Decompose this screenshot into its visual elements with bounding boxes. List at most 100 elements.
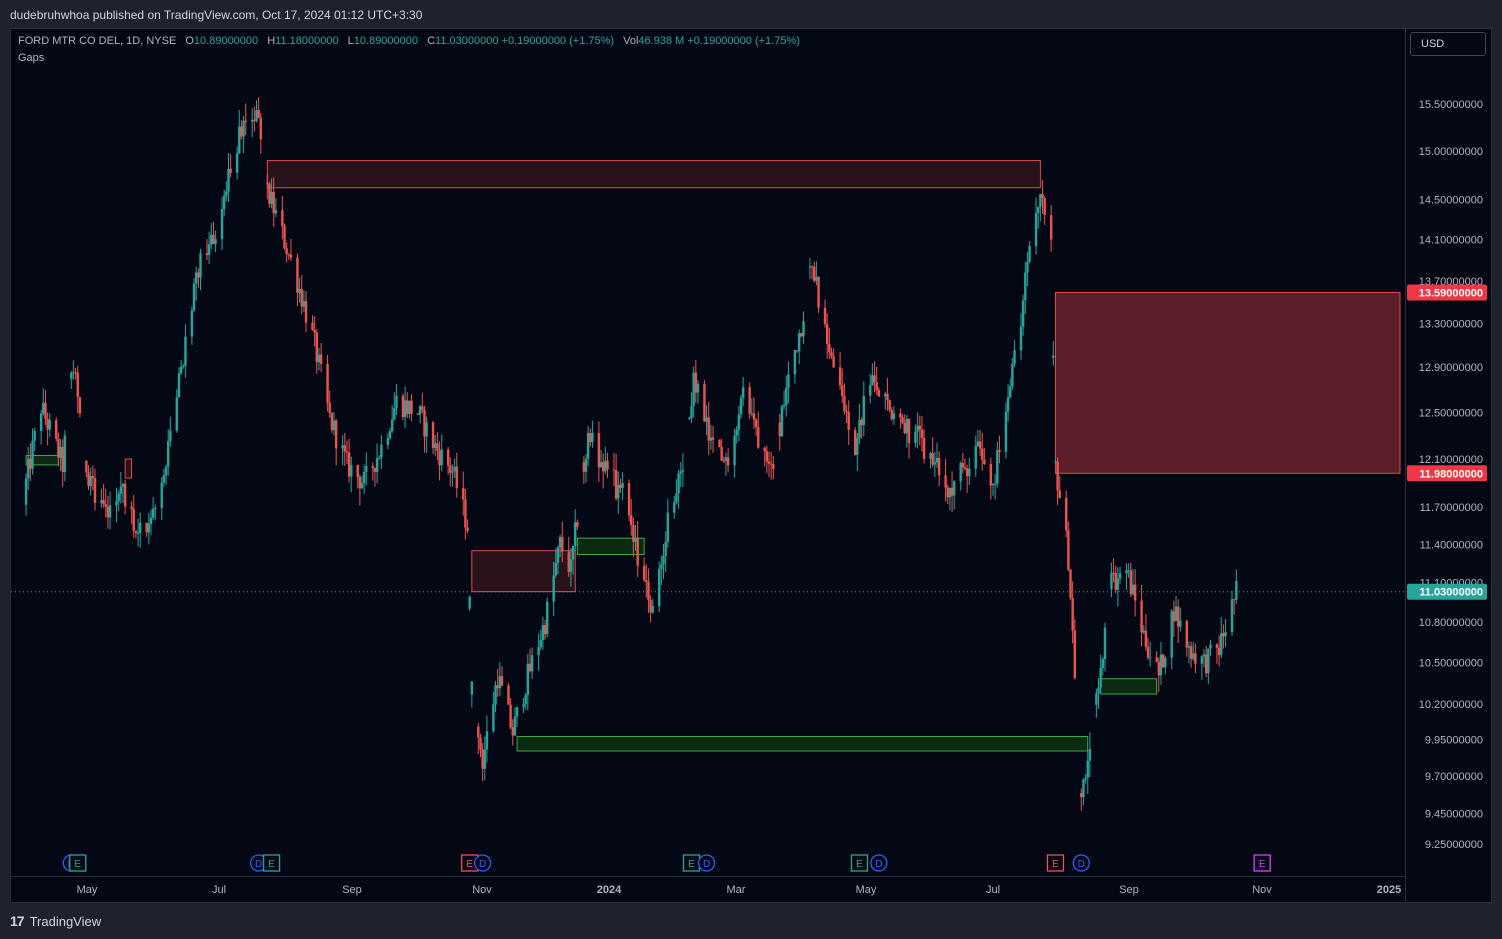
dividend-marker[interactable]: [473, 854, 492, 872]
candle-body: [1065, 498, 1068, 531]
candle-body: [1215, 644, 1219, 648]
candle-body: [207, 244, 211, 255]
price-tick-label: 10.20000000: [1419, 699, 1483, 711]
candle-body: [1194, 653, 1197, 664]
time-tick-label: Sep: [342, 884, 362, 896]
last-price-label: 11.03000000: [1419, 587, 1483, 599]
candle-body: [154, 508, 157, 510]
candle-body: [48, 420, 51, 430]
candle-body: [162, 475, 166, 483]
gap-box-up: [1100, 678, 1158, 695]
candle-body: [1133, 584, 1137, 601]
candle-body: [1069, 569, 1072, 598]
candle-body: [270, 191, 273, 204]
earnings-marker[interactable]: [1253, 854, 1271, 872]
candle-body: [238, 126, 241, 154]
time-tick-label: Mar: [727, 884, 746, 896]
earnings-marker-label: E: [1259, 859, 1266, 870]
candle-body: [479, 737, 482, 750]
candle-body: [692, 372, 695, 406]
candle-body: [983, 459, 986, 464]
earnings-marker[interactable]: [262, 854, 281, 872]
candle-body: [1054, 461, 1057, 463]
candle-body: [477, 726, 480, 738]
dividend-marker[interactable]: [1072, 854, 1090, 872]
candle-body: [748, 387, 751, 414]
indicator-legend[interactable]: Gaps: [18, 52, 45, 64]
candle-body: [1067, 530, 1070, 570]
candle-body: [1157, 661, 1161, 676]
candle-body: [569, 559, 573, 572]
candle-body: [179, 366, 183, 374]
candle-body: [182, 365, 185, 367]
candle-body: [673, 502, 676, 513]
gap-level-label: 13.59000000: [1419, 288, 1483, 300]
candle-body: [74, 372, 77, 374]
candle-body: [856, 438, 859, 455]
candle-body: [229, 168, 232, 173]
candle-body: [76, 372, 79, 398]
price-tick-label: 10.80000000: [1419, 617, 1483, 629]
candle-body: [847, 411, 850, 431]
dividend-marker-label: D: [1078, 859, 1085, 870]
candle-body: [177, 373, 181, 398]
candle-body: [765, 451, 769, 462]
candle-body: [1056, 461, 1059, 491]
candle-body: [1185, 620, 1189, 648]
last-price-badge: [1407, 583, 1487, 600]
candle-body: [1034, 212, 1038, 246]
plot-area[interactable]: [11, 97, 1404, 811]
candle-body: [1071, 597, 1074, 631]
candle-body: [567, 551, 570, 572]
candle-body: [59, 446, 62, 458]
candle-body: [944, 475, 947, 488]
currency-button[interactable]: USD: [1410, 32, 1486, 56]
candle-body: [468, 596, 471, 609]
candle-body: [72, 372, 75, 374]
gap-box-down: [1054, 292, 1401, 474]
gap-level-label: 11.98000000: [1419, 468, 1483, 480]
candle-body: [24, 478, 28, 505]
candle-body: [253, 119, 256, 122]
candle-body: [1024, 272, 1027, 301]
dividend-marker[interactable]: [870, 854, 888, 872]
candle-body: [571, 546, 575, 560]
candle-body: [662, 555, 665, 565]
candle-body: [642, 565, 646, 580]
candle-body: [552, 575, 555, 602]
dividend-marker[interactable]: [697, 854, 716, 872]
candle-body: [582, 462, 586, 472]
candle-body: [1009, 386, 1012, 398]
candle-body: [205, 253, 209, 255]
price-tick-label: 10.50000000: [1419, 657, 1483, 669]
candle-body: [737, 414, 741, 430]
symbol-title[interactable]: FORD MTR CO DEL, 1D, NYSE: [18, 35, 177, 47]
candle-body: [539, 640, 542, 647]
footer-bar: [0, 903, 1502, 939]
candle-body: [311, 322, 314, 330]
price-tick-label: 9.25000000: [1425, 839, 1483, 851]
earnings-marker[interactable]: [1046, 854, 1065, 872]
candle-body: [250, 119, 254, 122]
candle-body: [694, 372, 698, 393]
candle-body: [1148, 657, 1152, 659]
earnings-marker[interactable]: [850, 854, 869, 872]
low-label: L: [347, 35, 354, 47]
candle-body: [498, 676, 502, 689]
time-tick-label: Nov: [1252, 884, 1272, 896]
candle-body: [599, 461, 603, 468]
candle-body: [29, 458, 32, 469]
earnings-marker[interactable]: [69, 854, 87, 872]
tradingview-logo[interactable]: 17 TradingView: [10, 913, 101, 929]
time-tick-label: May: [856, 884, 877, 896]
candle-body: [772, 464, 775, 470]
candle-body: [556, 547, 560, 563]
candle-body: [446, 449, 450, 466]
dividend-marker-label: D: [875, 859, 882, 870]
candle-body: [431, 422, 435, 448]
candle-body: [950, 487, 954, 496]
price-tick-label: 9.70000000: [1425, 771, 1483, 783]
candle-body: [281, 210, 284, 227]
candle-body: [106, 506, 110, 518]
